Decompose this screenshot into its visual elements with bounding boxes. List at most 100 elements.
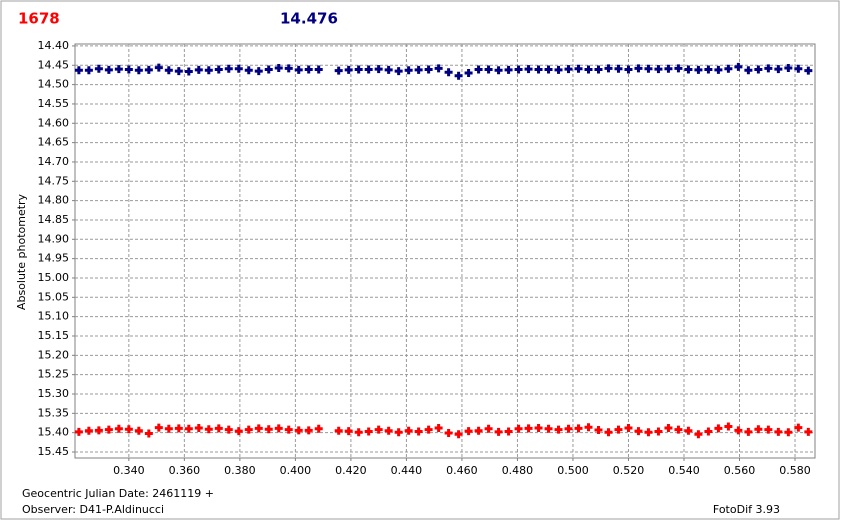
data-point: [594, 425, 603, 434]
data-point: [194, 424, 203, 433]
data-point: [74, 427, 83, 436]
data-point: [694, 430, 703, 439]
data-point: [604, 64, 613, 73]
y-tick-label: 14.85: [38, 213, 70, 226]
data-point: [294, 65, 303, 74]
x-tick-label: 0.360: [169, 464, 201, 477]
data-point: [744, 427, 753, 436]
data-point: [664, 64, 673, 73]
data-point: [484, 424, 493, 433]
data-point: [654, 65, 663, 74]
data-point: [334, 426, 343, 435]
data-point: [624, 65, 633, 74]
data-point: [764, 425, 773, 434]
x-tick-label: 0.520: [613, 464, 645, 477]
data-point: [694, 65, 703, 74]
data-point: [504, 427, 513, 436]
data-point: [434, 64, 443, 73]
data-point: [544, 65, 553, 74]
data-point: [344, 65, 353, 74]
data-point: [794, 64, 803, 73]
software: FotoDif 3.93: [713, 503, 780, 516]
data-point: [424, 65, 433, 74]
data-point: [174, 67, 183, 76]
data-point: [734, 62, 743, 71]
data-point: [414, 427, 423, 436]
y-tick-label: 14.45: [38, 58, 70, 71]
data-point: [344, 427, 353, 436]
data-point: [244, 66, 253, 75]
data-point: [734, 426, 743, 435]
data-point: [144, 65, 153, 74]
data-point: [184, 67, 193, 76]
data-point: [724, 422, 733, 431]
y-tick-label: 15.20: [38, 348, 70, 361]
chart-subtitle: 14.476: [280, 10, 338, 28]
data-point: [614, 64, 623, 73]
y-tick-label: 14.60: [38, 116, 70, 129]
data-point: [704, 427, 713, 436]
data-point: [784, 63, 793, 72]
data-point: [234, 427, 243, 436]
data-point: [684, 426, 693, 435]
data-point: [304, 65, 313, 74]
x-tick-label: 0.400: [280, 464, 312, 477]
y-tick-label: 15.00: [38, 271, 70, 284]
data-point: [574, 64, 583, 73]
data-point: [194, 65, 203, 74]
y-tick-label: 15.25: [38, 368, 70, 381]
data-point: [564, 424, 573, 433]
x-tick-label: 0.500: [557, 464, 589, 477]
data-point: [634, 64, 643, 73]
y-tick-label: 15.45: [38, 445, 70, 458]
x-tick-label: 0.540: [668, 464, 700, 477]
data-point: [314, 424, 323, 433]
data-point: [404, 66, 413, 75]
y-tick-label: 15.05: [38, 290, 70, 303]
data-point: [574, 424, 583, 433]
data-point: [634, 427, 643, 436]
data-point: [454, 430, 463, 439]
data-point: [94, 64, 103, 73]
data-point: [764, 64, 773, 73]
y-tick-label: 14.80: [38, 194, 70, 207]
data-point: [124, 65, 133, 74]
data-point: [384, 426, 393, 435]
data-point: [494, 427, 503, 436]
y-tick-label: 15.40: [38, 426, 70, 439]
data-point: [364, 427, 373, 436]
x-tick-label: 0.580: [779, 464, 811, 477]
data-point: [384, 65, 393, 74]
data-point: [364, 65, 373, 74]
data-point: [724, 64, 733, 73]
data-point: [514, 424, 523, 433]
data-point: [494, 66, 503, 75]
data-point: [524, 424, 533, 433]
data-point: [154, 63, 163, 72]
y-tick-label: 14.55: [38, 97, 70, 110]
data-point: [184, 424, 193, 433]
x-tick-label: 0.460: [446, 464, 478, 477]
data-point: [274, 424, 283, 433]
y-axis-label: Absolute photometry: [15, 193, 28, 310]
data-point: [374, 65, 383, 74]
x-tick-label: 0.440: [391, 464, 423, 477]
data-point: [84, 66, 93, 75]
data-point: [744, 66, 753, 75]
data-point: [804, 427, 813, 436]
data-point: [444, 68, 453, 77]
data-point: [204, 425, 213, 434]
data-point: [444, 429, 453, 438]
data-point: [504, 65, 513, 74]
x-axis-label: Geocentric Julian Date: 2461119 +: [22, 487, 214, 500]
chart-title: 1678: [18, 10, 60, 28]
data-point: [224, 425, 233, 434]
x-tick-label: 0.380: [224, 464, 256, 477]
data-point: [114, 65, 123, 74]
y-tick-label: 15.10: [38, 310, 70, 323]
data-point: [674, 64, 683, 73]
data-point: [464, 427, 473, 436]
data-point: [754, 65, 763, 74]
x-tick-label: 0.420: [335, 464, 367, 477]
data-point: [264, 425, 273, 434]
